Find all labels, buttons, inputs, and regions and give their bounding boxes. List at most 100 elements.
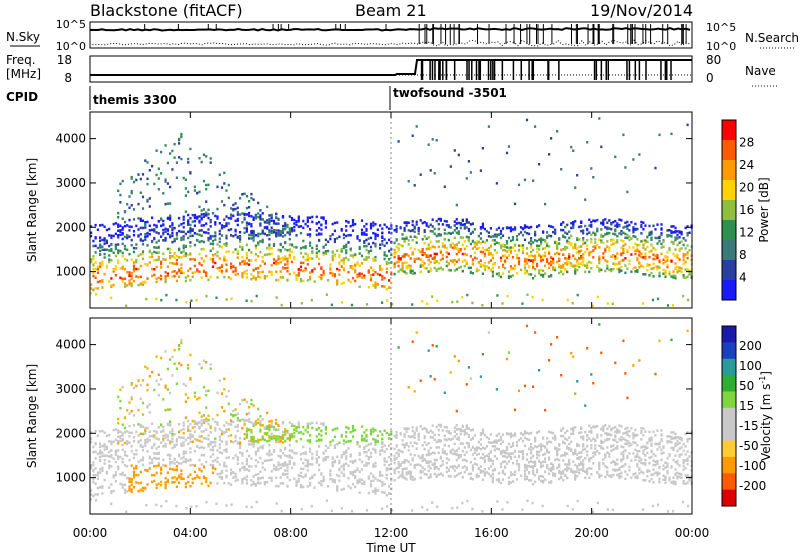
power-cell (492, 267, 494, 270)
velocity-cell (253, 475, 255, 478)
power-cell (212, 243, 214, 246)
velocity-cell (151, 462, 153, 465)
velocity-cell (318, 433, 320, 436)
power-cell (634, 236, 636, 239)
power-cell (568, 230, 570, 233)
power-cell (235, 220, 237, 223)
power-cell (432, 230, 434, 233)
power-cell (131, 275, 133, 278)
power-cell (298, 268, 300, 271)
power-cell (372, 269, 374, 272)
velocity-cell (262, 436, 264, 439)
power-cell (544, 265, 546, 268)
velocity-cell (228, 482, 230, 485)
power-cell (396, 238, 398, 241)
power-cell (225, 235, 227, 238)
power-cell (562, 253, 564, 256)
velocity-cell (268, 459, 270, 462)
power-cell (183, 255, 185, 258)
velocity-cell (359, 452, 361, 455)
velocity-cell (508, 351, 510, 354)
velocity-cell (298, 422, 300, 425)
velocity-cell (212, 449, 214, 452)
power-cell (248, 206, 250, 209)
power-cell (205, 214, 207, 217)
velocity-cell (201, 454, 203, 457)
power-cell (446, 260, 448, 263)
power-cell (687, 299, 689, 302)
velocity-cell (115, 428, 117, 431)
power-cell (140, 233, 142, 236)
velocity-cell (228, 428, 230, 431)
velocity-cell (183, 441, 185, 444)
power-cell (99, 240, 101, 243)
velocity-cell (298, 426, 300, 429)
velocity-cell (253, 483, 255, 486)
power-cell (169, 152, 171, 155)
power-cell (99, 246, 101, 249)
velocity-cell (253, 425, 255, 428)
velocity-cell (95, 451, 97, 454)
power-cell (658, 134, 660, 137)
power-cell (361, 276, 363, 279)
velocity-cell (219, 436, 221, 439)
velocity-cell (370, 480, 372, 483)
power-cell (174, 143, 176, 146)
power-cell (162, 229, 164, 232)
power-cell (295, 278, 297, 281)
power-cell (230, 234, 232, 237)
velocity-cell (255, 474, 257, 477)
power-cell (187, 275, 189, 278)
power-cell (334, 241, 336, 244)
velocity-cell (131, 484, 133, 487)
power-cell (190, 300, 192, 303)
power-cell (140, 282, 142, 285)
power-cell (394, 249, 396, 252)
velocity-cell (372, 475, 374, 478)
velocity-cell (140, 459, 142, 462)
power-cell (180, 267, 182, 270)
power-cell (648, 234, 650, 237)
power-cell (180, 231, 182, 234)
velocity-cell (225, 469, 227, 472)
power-cell (169, 218, 171, 221)
velocity-cell (418, 463, 420, 466)
velocity-cell (456, 467, 458, 470)
velocity-cell (104, 432, 106, 435)
power-cell (289, 215, 291, 218)
velocity-cell (137, 423, 139, 426)
power-cell (654, 258, 656, 261)
velocity-cell (359, 445, 361, 448)
velocity-cell (365, 464, 367, 467)
colorbar-tick-label: 20 (739, 181, 754, 195)
velocity-cell (500, 443, 502, 446)
velocity-cell (384, 444, 386, 447)
velocity-cell (183, 456, 185, 459)
power-cell (458, 154, 460, 157)
power-cell (494, 235, 496, 238)
velocity-cell (300, 458, 302, 461)
power-cell (122, 243, 124, 246)
colorbar-tick-label: 4 (739, 271, 747, 285)
power-cell (230, 213, 232, 216)
power-cell (176, 177, 178, 180)
power-cell (244, 214, 246, 217)
velocity-cell (370, 433, 372, 436)
power-cell (122, 267, 124, 270)
velocity-cell (180, 476, 182, 479)
velocity-cell (502, 450, 504, 453)
power-cell (532, 266, 534, 269)
power-cell (472, 223, 474, 226)
beam-label: Beam 21 (355, 1, 427, 20)
velocity-cell (271, 453, 273, 456)
power-cell (418, 227, 420, 230)
velocity-cell (494, 469, 496, 472)
velocity-cell (119, 389, 121, 392)
velocity-cell (440, 440, 442, 443)
power-cell (600, 241, 602, 244)
power-cell (174, 253, 176, 256)
power-cell (640, 252, 642, 255)
power-cell (500, 237, 502, 240)
velocity-cell (144, 430, 146, 433)
power-cell (359, 272, 361, 275)
